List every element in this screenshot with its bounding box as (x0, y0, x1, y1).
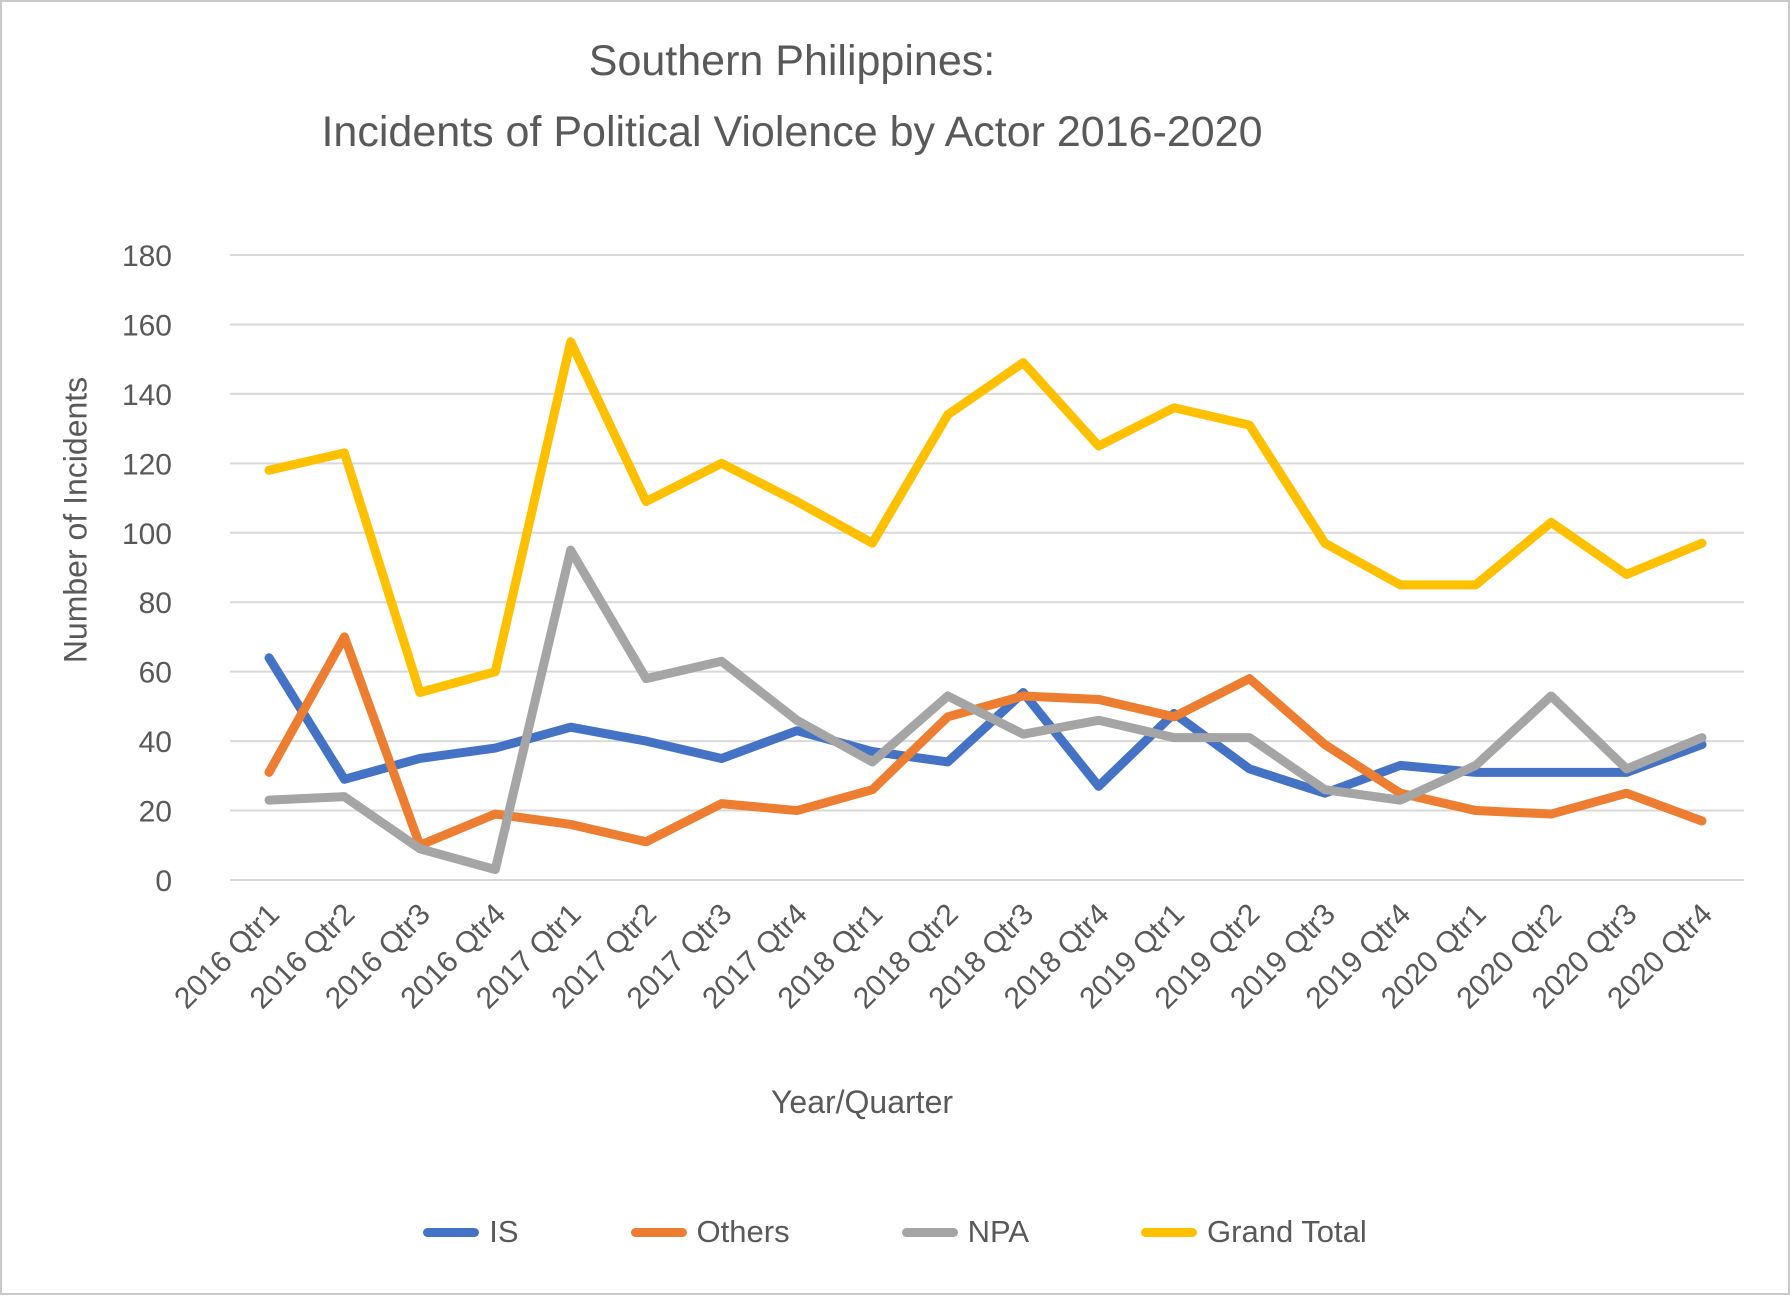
legend-label: Grand Total (1207, 1214, 1367, 1249)
chart-title: Southern Philippines: Incidents of Polit… (2, 26, 1582, 168)
y-tick-label: 0 (155, 865, 172, 898)
y-tick-label: 120 (122, 448, 172, 481)
legend-item-is: IS (423, 1214, 519, 1250)
y-tick-label: 60 (139, 657, 172, 690)
y-tick-label: 20 (139, 796, 172, 829)
legend-item-grand-total: Grand Total (1141, 1214, 1367, 1250)
y-axis-title: Number of Incidents (57, 376, 94, 664)
y-tick-label: 160 (122, 309, 172, 342)
chart-title-line2: Incidents of Political Violence by Actor… (321, 108, 1263, 156)
y-tick-label: 180 (122, 240, 172, 273)
legend-swatch-icon (1141, 1227, 1198, 1237)
legend-label: IS (489, 1214, 519, 1249)
legend-label: Others (696, 1214, 790, 1249)
y-tick-label: 100 (122, 518, 172, 551)
legend-label: NPA (967, 1214, 1030, 1249)
y-tick-label: 80 (139, 587, 172, 620)
y-tick-label: 140 (122, 379, 172, 412)
legend-item-npa: NPA (901, 1214, 1030, 1250)
legend-swatch-icon (423, 1227, 480, 1237)
x-axis-title: Year/Quarter (770, 1084, 954, 1120)
legend-swatch-icon (630, 1227, 687, 1237)
legend-item-others: Others (630, 1214, 790, 1250)
y-tick-label: 40 (139, 726, 172, 759)
series-line-npa (264, 545, 1707, 875)
chart-title-line1: Southern Philippines: (588, 37, 996, 85)
legend-swatch-icon (901, 1227, 958, 1237)
chart-legend: IS Others NPA Grand Total (2, 1214, 1788, 1250)
series-line-grand-total (264, 337, 1707, 697)
